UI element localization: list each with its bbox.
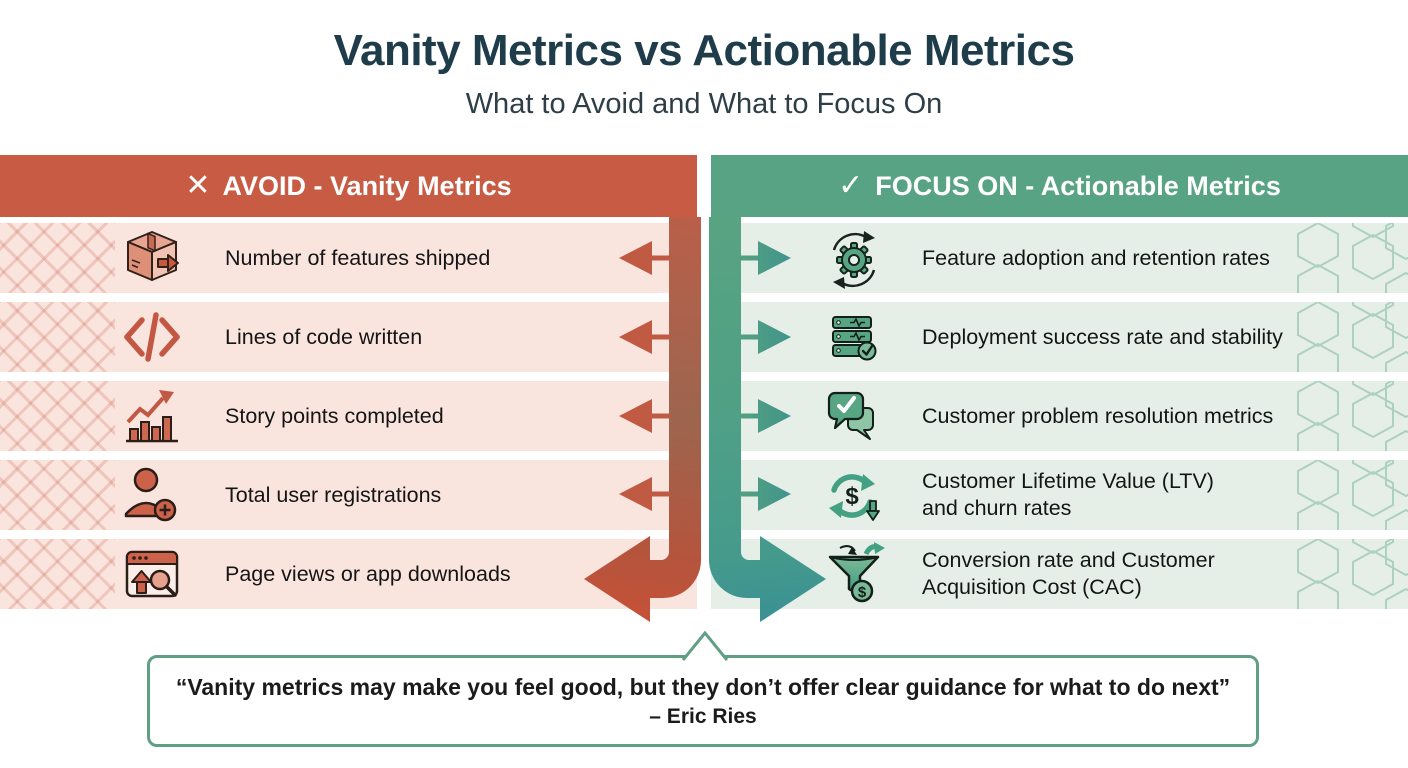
row-label: Lines of code written [225,324,423,349]
page-title: Vanity Metrics vs Actionable Metrics [333,26,1075,75]
hexagon-pattern [1297,381,1408,451]
focus-header-label: FOCUS ON - Actionable Metrics [875,170,1281,201]
actionable-row: Customer problem resolution metrics [711,381,1408,451]
row-label: Deployment success rate and stability [922,324,1283,349]
vanity-row: Story points completed [0,381,697,451]
actionable-row: $ Conversion rate and Customer Acquisitio… [711,539,1408,609]
funnel-dollar-icon: $ [822,542,886,606]
page-subtitle: What to Avoid and What to Focus On [465,88,943,120]
hexagon-pattern [1297,539,1408,609]
quote-box: “Vanity metrics may make you feel good, … [147,655,1259,747]
avoid-header-label: AVOID - Vanity Metrics [222,170,512,201]
vanity-row: Page views or app downloads [0,539,697,609]
diagonal-pattern [0,381,115,451]
quote-text: “Vanity metrics may make you feel good, … [175,673,1231,700]
actionable-row: Deployment success rate and stability [711,302,1408,372]
row-label: Feature adoption and retention rates [922,245,1270,270]
svg-text:$: $ [858,584,867,601]
actionable-row: $ Customer Lifetime Value (LTV) and churn… [711,460,1408,530]
check-icon: ✓ [838,169,864,202]
row-label: Story points completed [225,403,444,428]
gear-sync-icon [822,226,886,290]
row-label: Total user registrations [225,482,442,507]
vanity-row: Number of features shipped [0,223,697,293]
row-label: Number of features shipped [225,245,491,270]
quote-attribution: – Eric Ries [649,704,757,728]
diagonal-pattern [0,302,115,372]
row-label: Page views or app downloads [225,561,511,586]
browser-downloads-icon [120,542,184,606]
avoid-header: ✕ AVOID - Vanity Metrics [0,155,697,217]
hexagon-pattern [1297,223,1408,293]
hexagon-pattern [1297,460,1408,530]
row-label: Customer Lifetime Value (LTV) and churn r… [922,469,1214,520]
code-icon [120,305,184,369]
diagonal-pattern [0,539,115,609]
bar-chart-growth-icon [120,384,184,448]
add-user-icon [120,463,184,527]
chat-check-icon [822,384,886,448]
vanity-row: Total user registrations [0,460,697,530]
focus-header: ✓ FOCUS ON - Actionable Metrics [711,155,1408,217]
actionable-row: Feature adoption and retention rates [711,223,1408,293]
package-shipped-icon [120,226,184,290]
x-icon: ✕ [185,169,211,202]
server-check-icon [822,305,886,369]
row-label: Customer problem resolution metrics [922,403,1274,428]
dollar-cycle-icon: $ [822,463,886,527]
diagonal-pattern [0,460,115,530]
svg-text:$: $ [845,483,859,510]
hexagon-pattern [1297,302,1408,372]
row-label: Conversion rate and Customer Acquisition … [922,548,1215,599]
vanity-row: Lines of code written [0,302,697,372]
quote-notch [682,630,728,661]
diagonal-pattern [0,223,115,293]
